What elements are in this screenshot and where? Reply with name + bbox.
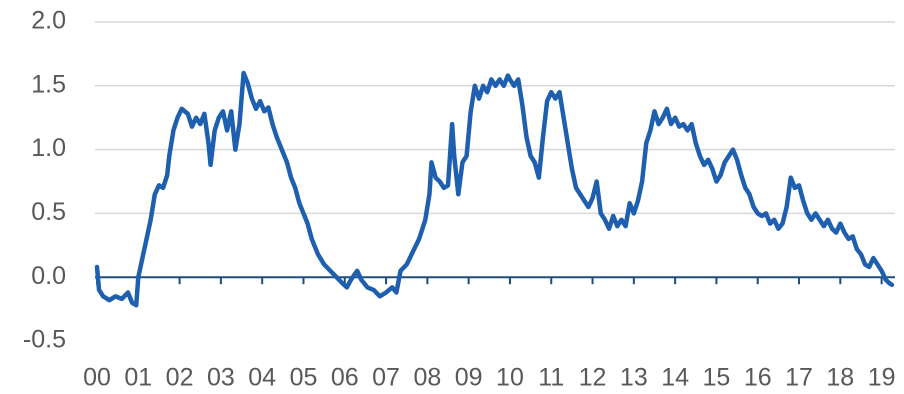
- x-tick-label: 03: [207, 364, 235, 392]
- x-tick-label: 01: [124, 364, 152, 392]
- x-tick-label: 10: [496, 364, 524, 392]
- x-tick-label: 05: [290, 364, 318, 392]
- x-tick-label: 04: [248, 364, 276, 392]
- x-tick-label: 08: [413, 364, 441, 392]
- x-tick-label: 09: [455, 364, 483, 392]
- y-tick-label: 0.5: [31, 198, 66, 226]
- x-tick-label: 06: [331, 364, 359, 392]
- x-tick-label: 18: [826, 364, 854, 392]
- x-tick-label: 16: [744, 364, 772, 392]
- x-tick-label: 19: [868, 364, 896, 392]
- x-tick-label: 17: [785, 364, 813, 392]
- x-tick-label: 12: [579, 364, 607, 392]
- y-tick-label: -0.5: [23, 326, 66, 354]
- data-line: [94, 70, 895, 308]
- y-tick-label: 0.0: [31, 262, 66, 290]
- x-tick-label: 02: [166, 364, 194, 392]
- x-tick-label: 14: [661, 364, 689, 392]
- x-tick-label: 07: [372, 364, 400, 392]
- x-tick-label: 11: [538, 364, 564, 392]
- x-tick-label: 00: [83, 364, 111, 392]
- x-tick-label: 13: [620, 364, 648, 392]
- y-tick-label: 1.5: [31, 70, 66, 98]
- y-tick-label: 2.0: [31, 7, 66, 35]
- y-tick-label: 1.0: [31, 134, 66, 162]
- x-tick-label: 15: [703, 364, 731, 392]
